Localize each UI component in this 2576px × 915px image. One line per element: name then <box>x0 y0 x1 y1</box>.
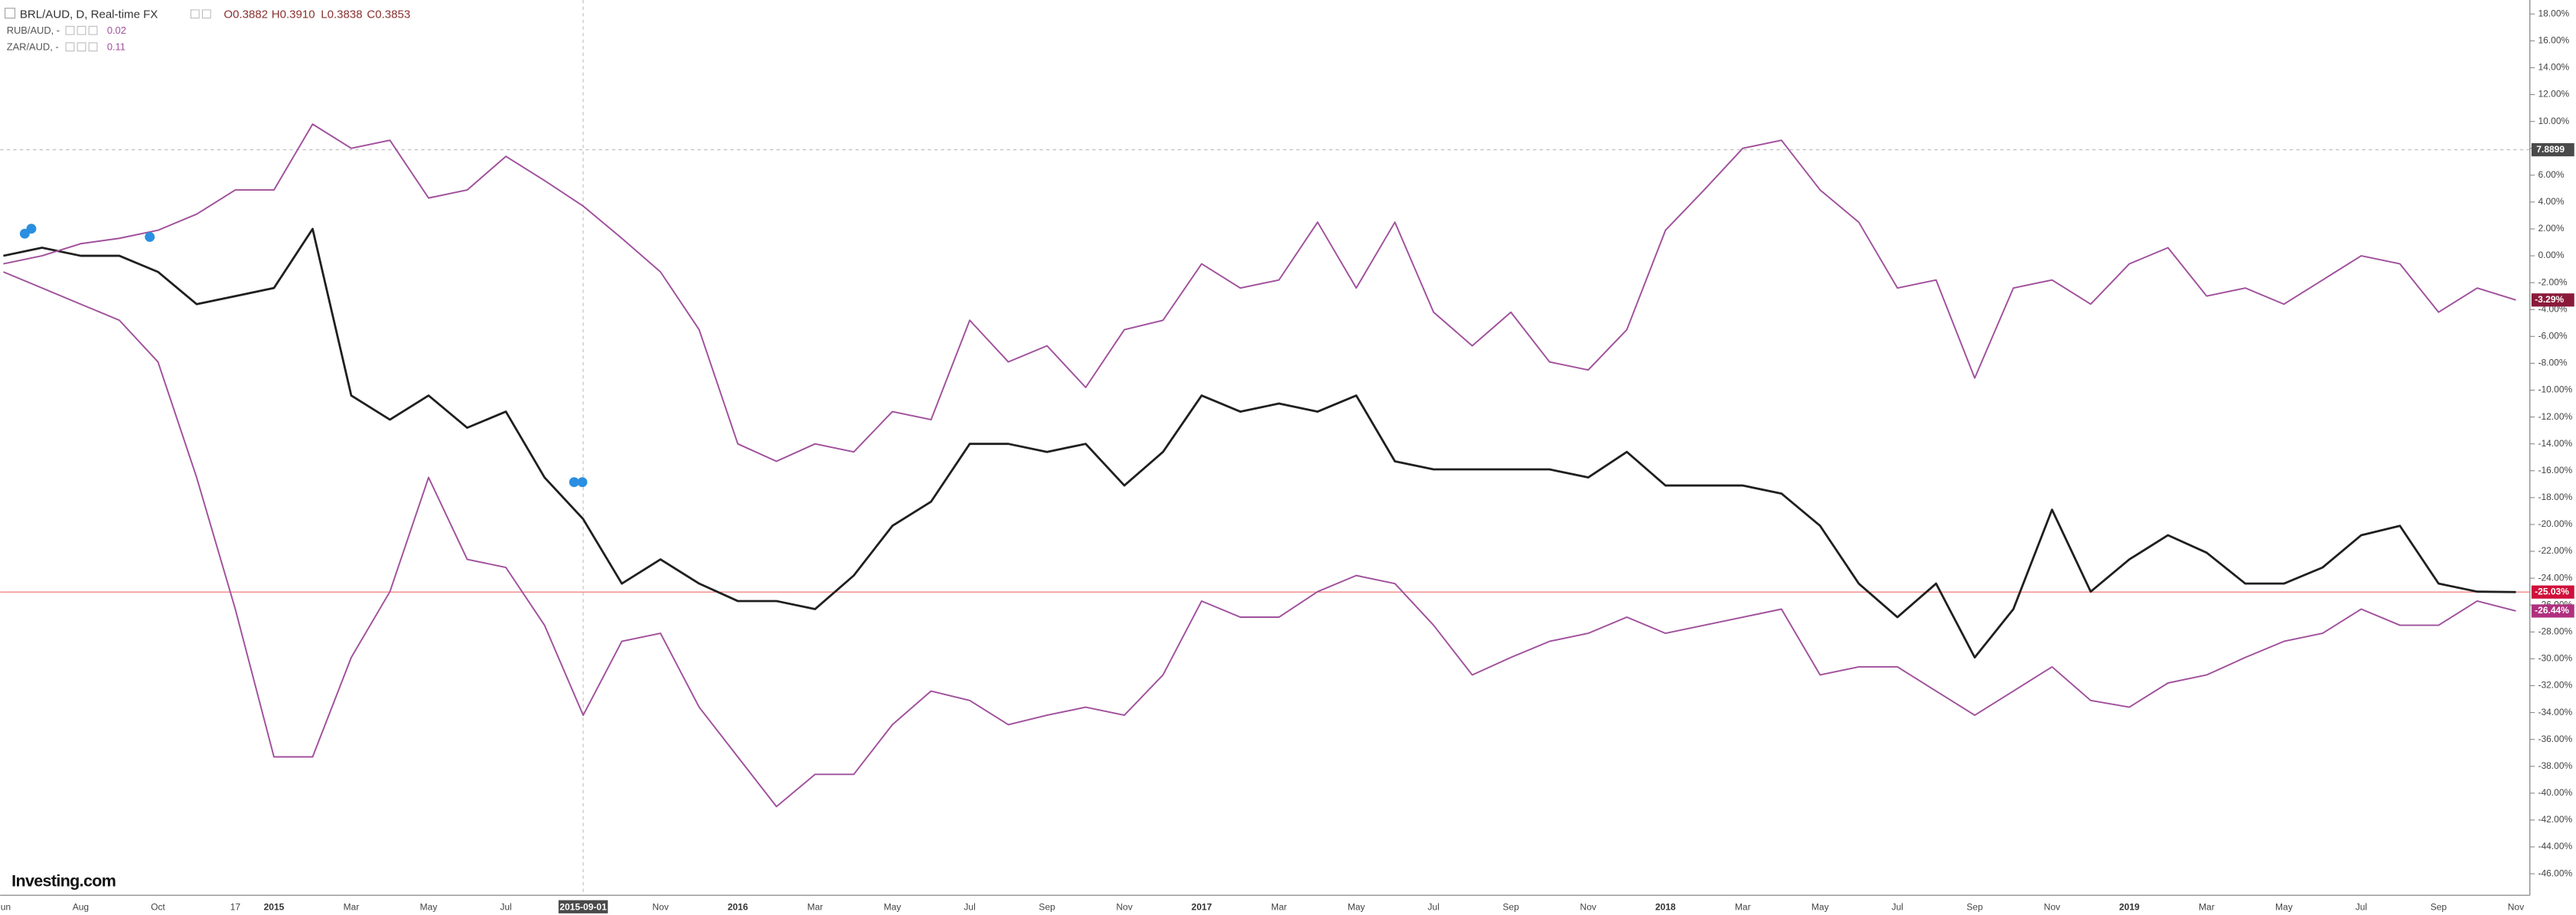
x-tick-label: 2017 <box>1192 902 1212 913</box>
series-value: 0.11 <box>107 41 126 53</box>
event-markers <box>19 224 588 488</box>
series-line <box>3 271 2516 808</box>
y-tick-label: -32.00% <box>2538 680 2572 691</box>
x-tick-label: Nov <box>1116 902 1132 913</box>
last-value-label: -26.44% <box>2535 605 2569 616</box>
y-tick-label: -2.00% <box>2538 276 2567 287</box>
ohlc-low: L0.3838 <box>321 8 362 21</box>
x-tick-label: 2018 <box>1655 902 1676 913</box>
y-tick-label: -10.00% <box>2538 384 2572 395</box>
y-tick-label: 18.00% <box>2538 8 2569 18</box>
y-tick-label: 10.00% <box>2538 116 2569 126</box>
ohlc-high: H0.3910 <box>272 8 315 21</box>
x-tick-label: Nov <box>2044 902 2060 913</box>
logo: Investing.com <box>11 872 116 890</box>
series-title: ZAR/AUD, - <box>7 41 59 53</box>
crosshair-price-box <box>2531 142 2574 157</box>
series-line <box>3 227 2516 659</box>
y-tick-label: 2.00% <box>2538 223 2564 234</box>
x-tick-label: Jul <box>1428 902 1440 913</box>
y-tick-label: -36.00% <box>2538 734 2572 744</box>
y-tick-label: -16.00% <box>2538 465 2572 475</box>
y-tick-label: 6.00% <box>2538 169 2564 180</box>
crosshair-date-box <box>558 900 608 913</box>
x-tick-label: Jul <box>500 902 511 913</box>
y-tick-label: -6.00% <box>2538 331 2567 341</box>
y-tick-label: 12.00% <box>2538 89 2569 100</box>
x-tick-label: Nov <box>652 902 668 913</box>
plot-area <box>0 0 2530 896</box>
x-tick-label: 2019 <box>2119 902 2140 913</box>
x-tick-label: Sep <box>1039 902 1055 913</box>
y-tick-label: -38.00% <box>2538 760 2572 771</box>
x-tick-label: May <box>420 902 438 913</box>
x-tick-label: 2016 <box>728 902 748 913</box>
y-tick-label: 0.00% <box>2538 250 2564 260</box>
last-value-box <box>2531 604 2574 618</box>
y-tick-label: -46.00% <box>2538 868 2572 878</box>
x-tick-label: 2015 <box>264 902 285 913</box>
x-tick-label: Jul <box>964 902 975 913</box>
header-icons[interactable] <box>65 9 211 52</box>
crosshair-price: 7.8899 <box>2536 144 2565 155</box>
y-tick-label: -14.00% <box>2538 438 2572 449</box>
x-tick-label: Mar <box>1271 902 1287 913</box>
x-tick-label: Aug <box>73 902 89 913</box>
x-tick-label: 17 <box>230 902 241 913</box>
y-tick-label: 4.00% <box>2538 196 2564 207</box>
x-tick-label: Nov <box>2508 902 2524 913</box>
x-tick-label: May <box>2275 902 2293 913</box>
y-tick-label: -34.00% <box>2538 707 2572 717</box>
y-tick-label: -30.00% <box>2538 653 2572 664</box>
y-tick-label: -20.00% <box>2538 518 2572 529</box>
y-tick-label: -18.00% <box>2538 492 2572 502</box>
x-tick-label: Mar <box>1735 902 1751 913</box>
y-tick-label: -22.00% <box>2538 545 2572 556</box>
last-value-box <box>2531 585 2574 599</box>
x-tick-label: Jul <box>2356 902 2367 913</box>
y-tick-label: -44.00% <box>2538 841 2572 851</box>
y-tick-label: -24.00% <box>2538 572 2572 583</box>
series-title: BRL/AUD, D, Real-time FX <box>20 8 158 21</box>
last-value-label: -3.29% <box>2535 294 2564 305</box>
x-tick-label: Jul <box>1892 902 1903 913</box>
x-tick-label: Mar <box>2199 902 2215 913</box>
ohlc-close: C0.3853 <box>367 8 410 21</box>
y-tick-label: -12.00% <box>2538 411 2572 422</box>
y-tick-label: 16.00% <box>2538 35 2569 46</box>
x-tick-label: Sep <box>1503 902 1520 913</box>
y-tick-label: 14.00% <box>2538 62 2569 73</box>
x-tick-label: Sep <box>2431 902 2447 913</box>
ohlc-open: O0.3882 <box>223 8 268 21</box>
x-tick-label: May <box>1811 902 1829 913</box>
x-tick-label: Sep <box>1967 902 1984 913</box>
x-tick-label: 2015-09-01 <box>559 902 607 913</box>
x-tick-label: Mar <box>344 902 360 913</box>
y-tick-label: -40.00% <box>2538 787 2572 798</box>
x-tick-label: May <box>1348 902 1365 913</box>
series-title: RUB/AUD, - <box>7 25 60 36</box>
last-value-label: -25.03% <box>2535 586 2569 596</box>
series-line <box>3 123 2516 462</box>
y-tick-label: -42.00% <box>2538 814 2572 825</box>
last-value-box <box>2531 293 2574 307</box>
x-tick-label: Nov <box>1580 902 1596 913</box>
x-tick-label: Mar <box>807 902 823 913</box>
x-tick-label: Oct <box>151 902 165 913</box>
x-tick-label: Jun <box>0 902 11 913</box>
y-tick-label: -8.00% <box>2538 358 2567 368</box>
collapse-icon[interactable] <box>4 8 16 19</box>
y-tick-label: -28.00% <box>2538 626 2572 636</box>
x-tick-label: May <box>884 902 902 913</box>
series-value: 0.02 <box>107 25 126 36</box>
